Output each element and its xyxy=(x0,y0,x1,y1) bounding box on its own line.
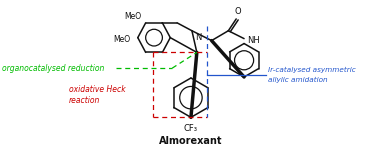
Text: organocatalysed reduction: organocatalysed reduction xyxy=(2,64,104,73)
Text: MeO: MeO xyxy=(113,35,130,44)
Text: allylic amidation: allylic amidation xyxy=(268,77,327,83)
Text: NH: NH xyxy=(247,36,260,45)
Text: Almorexant: Almorexant xyxy=(159,136,223,146)
Text: Ir-catalysed asymmetric: Ir-catalysed asymmetric xyxy=(268,67,356,73)
Text: MeO: MeO xyxy=(125,12,142,21)
Text: reaction: reaction xyxy=(69,96,100,105)
Text: oxidative Heck: oxidative Heck xyxy=(69,85,126,94)
Text: N: N xyxy=(195,33,201,42)
Text: CF₃: CF₃ xyxy=(184,124,198,133)
Text: O: O xyxy=(235,7,242,16)
